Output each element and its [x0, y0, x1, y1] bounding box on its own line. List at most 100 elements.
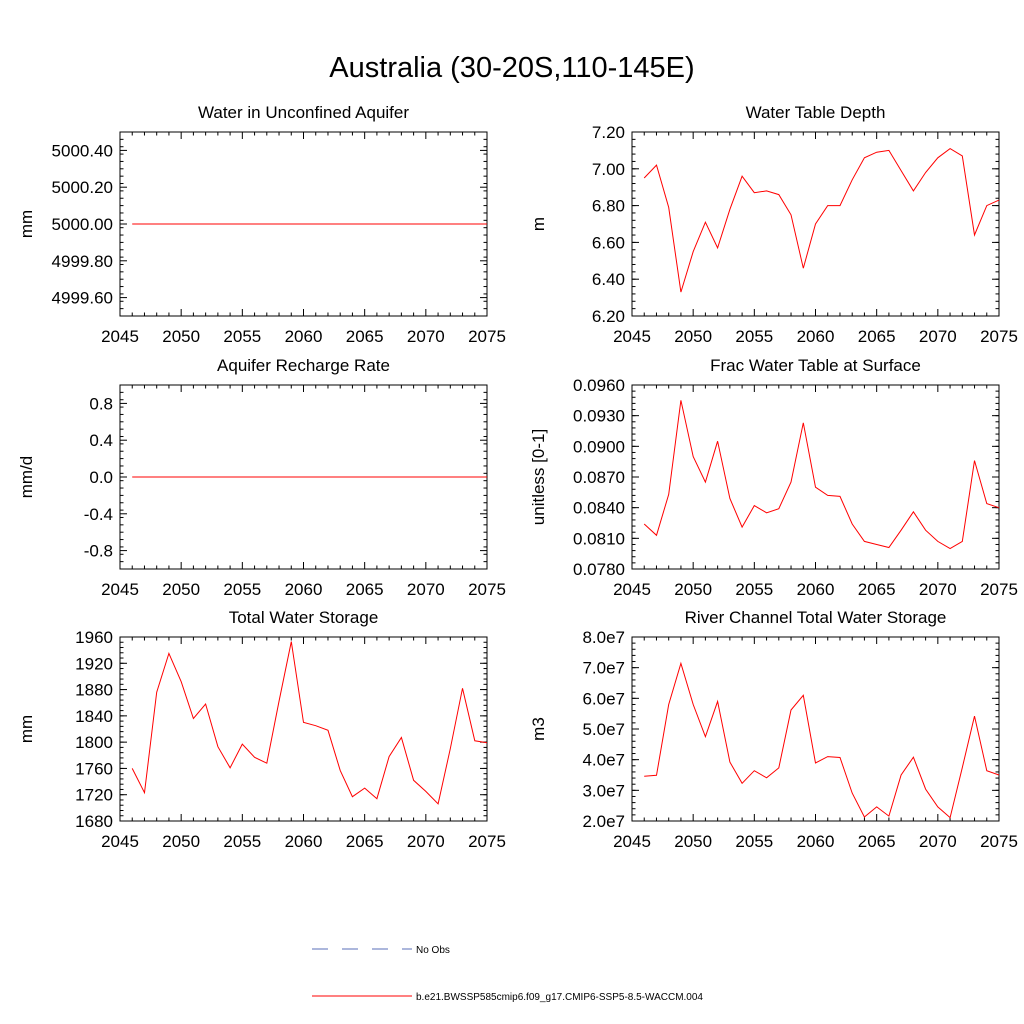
y-tick-label: 6.0e7 — [582, 689, 625, 708]
y-axis-label: m3 — [529, 717, 548, 741]
x-tick-label: 2045 — [613, 832, 651, 851]
x-tick-label: 2050 — [674, 832, 712, 851]
y-tick-label: 1960 — [75, 628, 113, 647]
y-tick-label: 0.0930 — [573, 407, 625, 426]
y-tick-label: 1880 — [75, 681, 113, 700]
x-tick-label: 2075 — [468, 327, 506, 346]
figure-title: Australia (30-20S,110-145E) — [329, 52, 695, 84]
x-tick-label: 2055 — [223, 832, 261, 851]
y-tick-label: 4999.80 — [52, 252, 113, 271]
y-axis-label: mm — [17, 715, 36, 743]
y-tick-label: 5000.00 — [52, 215, 113, 234]
y-axis-label: mm/d — [17, 456, 36, 499]
y-tick-label: 1680 — [75, 812, 113, 831]
y-tick-label: 0.4 — [89, 431, 113, 450]
x-tick-label: 2045 — [101, 327, 139, 346]
x-tick-label: 2070 — [919, 832, 957, 851]
y-axis-label: unitless [0-1] — [529, 429, 548, 525]
x-tick-label: 2075 — [468, 832, 506, 851]
x-tick-label: 2065 — [858, 327, 896, 346]
x-tick-label: 2070 — [407, 580, 445, 599]
x-tick-label: 2050 — [674, 327, 712, 346]
x-tick-label: 2060 — [797, 832, 835, 851]
y-tick-label: 6.60 — [592, 233, 625, 252]
y-tick-label: 5000.40 — [52, 141, 113, 160]
panel-title: Total Water Storage — [229, 608, 379, 627]
y-tick-label: 6.40 — [592, 270, 625, 289]
y-tick-label: 0.0840 — [573, 499, 625, 518]
x-tick-label: 2065 — [858, 832, 896, 851]
y-tick-label: 1920 — [75, 654, 113, 673]
plot-frame — [631, 636, 1000, 822]
y-tick-label: 1720 — [75, 786, 113, 805]
x-tick-label: 2045 — [613, 580, 651, 599]
x-tick-label: 2050 — [162, 832, 200, 851]
y-tick-label: 0.0870 — [573, 468, 625, 487]
x-tick-label: 2060 — [285, 327, 323, 346]
y-axis-label: mm — [17, 210, 36, 238]
y-tick-label: -0.4 — [84, 505, 113, 524]
x-tick-label: 2070 — [919, 327, 957, 346]
y-tick-label: 4.0e7 — [582, 751, 625, 770]
panel-2: Water Table Depth m 2045 2050 2055 2060 2065 20… — [529, 103, 1018, 346]
x-tick-label: 2075 — [980, 327, 1018, 346]
x-tick-label: 2065 — [346, 580, 384, 599]
y-tick-label: 0.0810 — [573, 529, 625, 548]
series-line — [643, 400, 1000, 550]
panel-title: Water in Unconfined Aquifer — [198, 103, 409, 122]
x-tick-label: 2065 — [346, 832, 384, 851]
y-tick-label: 0.0780 — [573, 560, 625, 579]
x-tick-label: 2065 — [858, 580, 896, 599]
y-axis-label: m — [529, 217, 548, 231]
series-line — [643, 147, 1000, 293]
y-tick-label: 1800 — [75, 733, 113, 752]
panel-title: Aquifer Recharge Rate — [217, 356, 390, 375]
x-tick-label: 2045 — [613, 327, 651, 346]
x-tick-label: 2045 — [101, 832, 139, 851]
y-tick-label: 2.0e7 — [582, 812, 625, 831]
x-tick-label: 2060 — [797, 580, 835, 599]
panel-title: Frac Water Table at Surface — [710, 356, 921, 375]
y-tick-label: -0.8 — [84, 542, 113, 561]
x-tick-label: 2075 — [980, 580, 1018, 599]
y-tick-label: 1840 — [75, 707, 113, 726]
x-tick-label: 2070 — [407, 327, 445, 346]
panel-title: River Channel Total Water Storage — [685, 608, 947, 627]
x-tick-label: 2050 — [162, 580, 200, 599]
x-tick-label: 2055 — [223, 580, 261, 599]
y-tick-label: 7.0e7 — [582, 659, 625, 678]
y-tick-label: 0.8 — [89, 394, 113, 413]
y-tick-label: 1760 — [75, 759, 113, 778]
x-tick-label: 2075 — [468, 580, 506, 599]
x-tick-label: 2075 — [980, 832, 1018, 851]
x-tick-label: 2060 — [797, 327, 835, 346]
x-tick-label: 2065 — [346, 327, 384, 346]
y-tick-label: 0.0960 — [573, 376, 625, 395]
plot-frame — [119, 636, 488, 822]
plot-frame — [631, 384, 1000, 570]
x-tick-label: 2055 — [735, 832, 773, 851]
y-tick-label: 5000.20 — [52, 178, 113, 197]
x-tick-label: 2055 — [735, 327, 773, 346]
panel-title: Water Table Depth — [746, 103, 886, 122]
x-tick-label: 2045 — [101, 580, 139, 599]
y-tick-label: 8.0e7 — [582, 628, 625, 647]
x-tick-label: 2055 — [735, 580, 773, 599]
panel-3: Aquifer Recharge Rate mm/d 2045 2050 2055 206… — [17, 356, 506, 599]
y-tick-label: 6.20 — [592, 307, 625, 326]
y-tick-label: 0.0 — [89, 468, 113, 487]
x-tick-label: 2060 — [285, 832, 323, 851]
series-line — [131, 641, 488, 805]
panel-4: Frac Water Table at Surface unitless [0-1… — [529, 356, 1018, 599]
panel-1: Water in Unconfined Aquifer mm 2045 2050 205… — [17, 103, 506, 346]
y-tick-label: 0.0900 — [573, 437, 625, 456]
panel-5: Total Water Storage mm 2045 2050 2055 2060 206… — [17, 608, 506, 851]
x-tick-label: 2070 — [407, 832, 445, 851]
x-tick-label: 2050 — [162, 327, 200, 346]
y-tick-label: 5.0e7 — [582, 720, 625, 739]
y-tick-label: 7.00 — [592, 160, 625, 179]
x-tick-label: 2060 — [285, 580, 323, 599]
